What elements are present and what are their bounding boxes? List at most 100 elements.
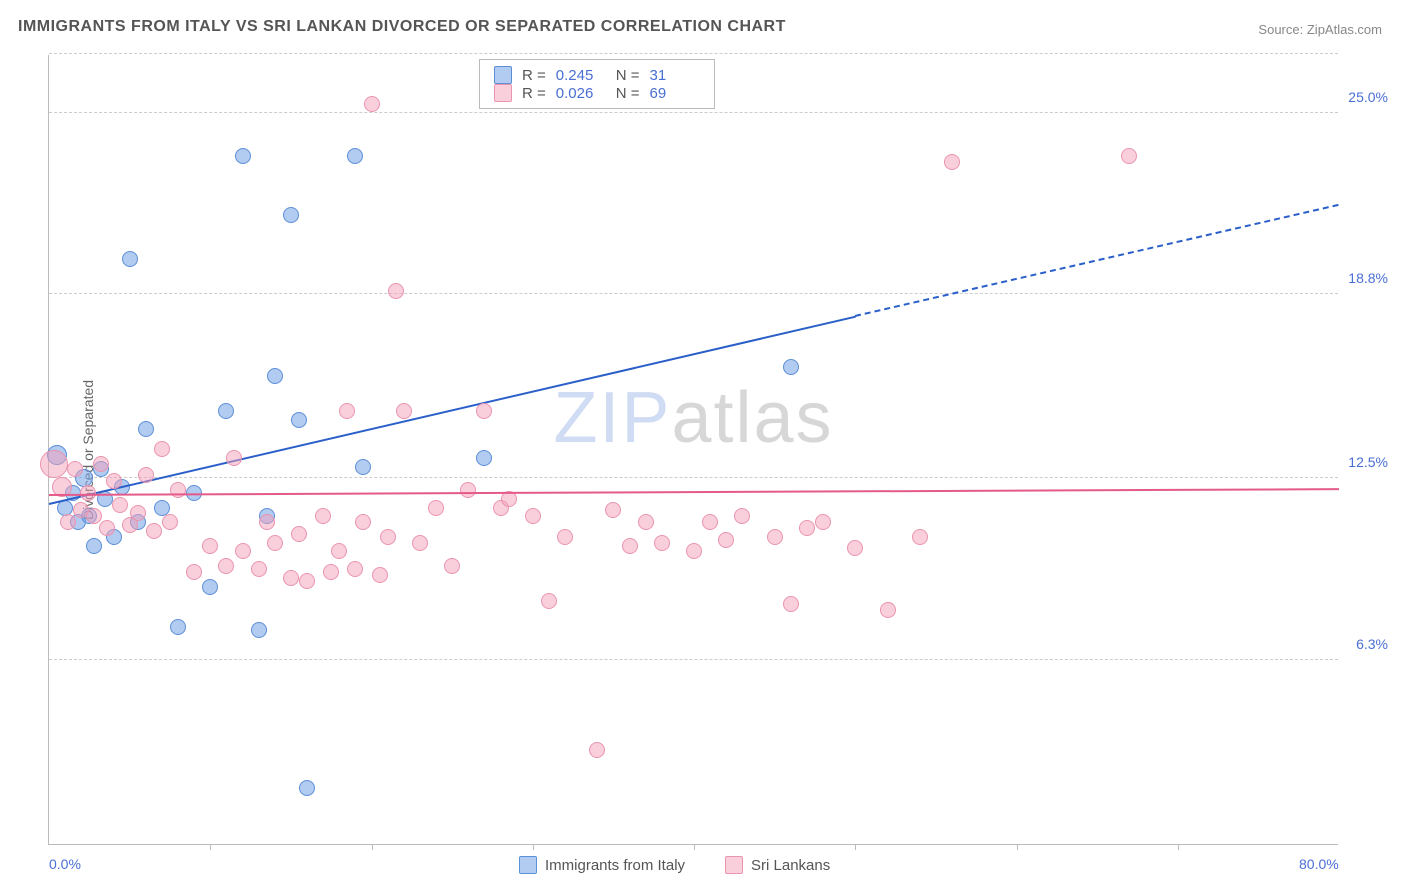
x-tick-mark (1017, 844, 1018, 850)
legend-swatch-srilanka (725, 856, 743, 874)
scatter-point (372, 567, 388, 583)
chart-area: Divorced or Separated ZIPatlas R = 0.245… (48, 55, 1378, 845)
scatter-point (162, 514, 178, 530)
gridline (49, 659, 1338, 660)
legend-swatch-italy (494, 66, 512, 84)
source-name: ZipAtlas.com (1307, 22, 1382, 37)
legend-r-value-0: 0.245 (556, 67, 606, 84)
scatter-point (99, 520, 115, 536)
scatter-point (718, 532, 734, 548)
scatter-point (331, 543, 347, 559)
scatter-point (251, 561, 267, 577)
x-tick-mark (1178, 844, 1179, 850)
legend-n-value-1: 69 (650, 85, 700, 102)
scatter-point (355, 514, 371, 530)
scatter-point (299, 780, 315, 796)
scatter-point (154, 441, 170, 457)
scatter-point (460, 482, 476, 498)
scatter-point (1121, 148, 1137, 164)
scatter-point (847, 540, 863, 556)
source-label: Source: (1258, 22, 1303, 37)
scatter-point (476, 403, 492, 419)
gridline (49, 293, 1338, 294)
scatter-point (315, 508, 331, 524)
scatter-point (170, 482, 186, 498)
scatter-point (130, 505, 146, 521)
legend-r-label: R = (522, 85, 546, 102)
scatter-point (202, 538, 218, 554)
scatter-point (112, 497, 128, 513)
scatter-point (557, 529, 573, 545)
scatter-point (428, 500, 444, 516)
scatter-point (525, 508, 541, 524)
chart-source: Source: ZipAtlas.com (1258, 22, 1382, 37)
scatter-point (444, 558, 460, 574)
scatter-point (364, 96, 380, 112)
scatter-point (339, 403, 355, 419)
scatter-point (154, 500, 170, 516)
x-tick-mark (855, 844, 856, 850)
scatter-point (388, 283, 404, 299)
scatter-point (106, 473, 122, 489)
scatter-point (638, 514, 654, 530)
scatter-point (622, 538, 638, 554)
watermark-atlas: atlas (671, 378, 833, 458)
scatter-point (347, 148, 363, 164)
plot-region: ZIPatlas R = 0.245 N = 31 R = 0.026 N = … (48, 55, 1338, 845)
x-tick-label: 80.0% (1299, 856, 1339, 872)
scatter-point (380, 529, 396, 545)
scatter-point (291, 412, 307, 428)
scatter-point (235, 148, 251, 164)
scatter-point (122, 251, 138, 267)
scatter-point (355, 459, 371, 475)
legend-item-italy: Immigrants from Italy (519, 856, 685, 874)
legend-n-label: N = (616, 85, 640, 102)
scatter-point (218, 403, 234, 419)
scatter-point (235, 543, 251, 559)
scatter-point (267, 535, 283, 551)
legend-n-value-0: 31 (650, 67, 700, 84)
legend-swatch-srilanka (494, 84, 512, 102)
scatter-point (218, 558, 234, 574)
scatter-point (138, 421, 154, 437)
scatter-point (654, 535, 670, 551)
y-tick-label: 25.0% (1348, 89, 1388, 105)
scatter-point (702, 514, 718, 530)
chart-title: IMMIGRANTS FROM ITALY VS SRI LANKAN DIVO… (18, 18, 786, 36)
scatter-point (783, 596, 799, 612)
legend-n-label: N = (616, 67, 640, 84)
scatter-point (767, 529, 783, 545)
scatter-point (734, 508, 750, 524)
scatter-point (944, 154, 960, 170)
scatter-point (589, 742, 605, 758)
scatter-point (880, 602, 896, 618)
scatter-point (283, 207, 299, 223)
scatter-point (347, 561, 363, 577)
scatter-point (291, 526, 307, 542)
gridline (49, 477, 1338, 478)
scatter-point (138, 467, 154, 483)
legend-label-srilanka: Sri Lankans (751, 857, 830, 874)
scatter-point (170, 619, 186, 635)
gridline (49, 112, 1338, 113)
scatter-point (912, 529, 928, 545)
scatter-point (686, 543, 702, 559)
legend-label-italy: Immigrants from Italy (545, 857, 685, 874)
scatter-point (93, 456, 109, 472)
scatter-point (283, 570, 299, 586)
x-tick-mark (210, 844, 211, 850)
scatter-point (60, 514, 76, 530)
scatter-point (799, 520, 815, 536)
scatter-point (299, 573, 315, 589)
scatter-point (251, 622, 267, 638)
y-tick-label: 6.3% (1356, 636, 1388, 652)
scatter-point (541, 593, 557, 609)
trend-line (49, 488, 1339, 496)
legend-r-value-1: 0.026 (556, 85, 606, 102)
scatter-point (259, 514, 275, 530)
scatter-point (815, 514, 831, 530)
legend-stats-row-1: R = 0.026 N = 69 (494, 84, 700, 102)
legend-bottom: Immigrants from Italy Sri Lankans (519, 856, 830, 874)
watermark: ZIPatlas (553, 377, 833, 459)
scatter-point (86, 508, 102, 524)
